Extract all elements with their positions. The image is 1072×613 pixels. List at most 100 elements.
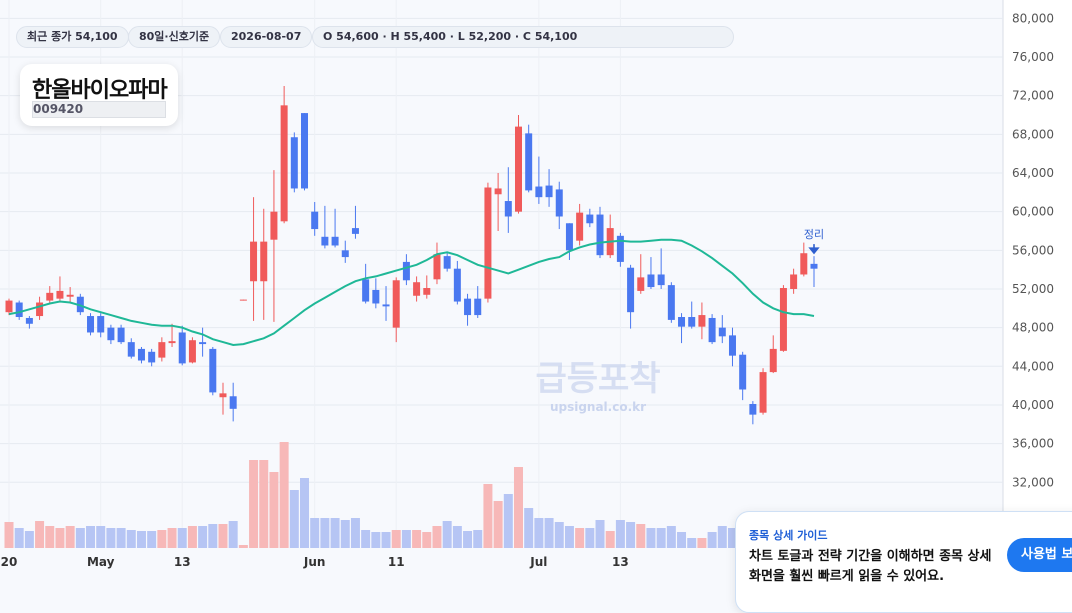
volume-bar <box>575 528 585 548</box>
volume-bar <box>585 528 595 548</box>
candle-body <box>627 267 635 313</box>
candle-body <box>372 289 380 304</box>
candle-body <box>46 292 54 301</box>
volume-bar <box>473 530 483 548</box>
x-tick-label: 20 <box>1 555 18 569</box>
y-tick-label: 44,000 <box>1012 359 1054 373</box>
candle-body <box>800 253 808 275</box>
candle-body <box>586 214 594 224</box>
candle-body <box>127 342 135 357</box>
candle-body <box>514 126 522 212</box>
volume-bar <box>289 490 299 548</box>
candle-body <box>382 304 390 307</box>
candle-body <box>708 317 716 343</box>
volume-bar <box>126 530 136 548</box>
candle-body <box>199 342 207 345</box>
volume-bar <box>24 531 34 548</box>
candle-body <box>148 351 156 363</box>
candle-body <box>168 341 176 344</box>
candle-body <box>728 335 736 356</box>
watermark-url: upsignal.co.kr <box>550 400 646 414</box>
volume-bar <box>259 460 269 548</box>
candle-body <box>688 317 696 327</box>
candle-body <box>66 294 74 297</box>
volume-bar <box>697 538 707 548</box>
volume-bar <box>350 518 360 548</box>
stock-name: 한올바이오파마 <box>32 78 168 103</box>
volume-bar <box>55 528 65 548</box>
date-pill: 2026-08-07 <box>220 26 313 48</box>
volume-bar <box>656 528 666 548</box>
candle-body <box>107 327 115 341</box>
x-tick-label: May <box>87 555 115 569</box>
candle-body <box>810 263 818 269</box>
volume-bar <box>96 526 106 548</box>
candle-body <box>260 241 268 282</box>
volume-bar <box>4 522 14 548</box>
volume-bar <box>249 460 259 548</box>
volume-bar <box>228 521 238 548</box>
volume-bar <box>636 524 646 548</box>
candle-body <box>56 290 64 299</box>
candle-body <box>565 223 573 251</box>
chart: 급등포착 upsignal.co.kr 32,000 36,000 40,000 44… <box>0 0 1054 569</box>
volume-bar <box>626 522 636 548</box>
candle-body <box>178 332 186 364</box>
volume-bar <box>106 528 116 548</box>
volume-bar <box>646 528 656 548</box>
candle-body <box>362 279 370 302</box>
candle-body <box>504 201 512 217</box>
volume-bar <box>371 532 381 548</box>
volume-bar <box>412 530 422 548</box>
volume-bar <box>300 478 310 548</box>
volume-bar <box>147 531 157 548</box>
volume-bar <box>452 526 462 548</box>
candle-body <box>576 212 584 241</box>
volume-bar <box>381 532 391 548</box>
volume-bar <box>666 526 676 548</box>
candle-body <box>678 317 686 327</box>
volume-bar <box>524 508 534 548</box>
watermark-title: 급등포착 <box>535 359 660 399</box>
y-tick-label: 80,000 <box>1012 11 1054 25</box>
candle-body <box>219 393 227 398</box>
period-pill: 80일·신호기준 <box>128 26 221 48</box>
candle-body <box>321 236 329 246</box>
volume-bar <box>493 501 503 548</box>
volume-bar <box>687 538 697 548</box>
candle-body <box>739 354 747 390</box>
candle-body <box>97 316 105 333</box>
volume-bar <box>136 531 146 548</box>
candle-body <box>209 348 217 393</box>
candle-body <box>290 137 298 189</box>
volume-bar <box>238 545 248 548</box>
volume-bar <box>463 531 473 548</box>
candle-body <box>545 185 553 198</box>
guide-line: 차트 토글과 전략 기간을 이해하면 종목 상세 <box>749 549 992 564</box>
x-tick-label: Jul <box>529 555 547 569</box>
guide-button[interactable]: 사용법 보기 <box>1007 538 1072 572</box>
y-tick-label: 40,000 <box>1012 398 1054 412</box>
y-tick-label: 36,000 <box>1012 437 1054 451</box>
annotation: 정리 <box>804 228 824 241</box>
candle-body <box>525 133 533 191</box>
candle-body <box>188 340 196 363</box>
candle-body <box>25 317 33 324</box>
volume-bar <box>432 526 442 548</box>
guide-title: 종목 상세 가이드 <box>749 529 828 542</box>
volume-bar <box>391 530 401 548</box>
volume-bar <box>605 531 615 548</box>
volume-bar <box>340 520 350 548</box>
candle-body <box>718 327 726 337</box>
candle-body <box>270 211 278 240</box>
candle-body <box>15 302 23 318</box>
volume-bar <box>75 528 85 548</box>
volume-bar <box>442 521 452 548</box>
candle-body <box>341 250 349 258</box>
x-tick-label: 11 <box>388 555 405 569</box>
ohlc-pill: O 54,600 · H 55,400 · L 52,200 · C 54,10… <box>312 26 734 48</box>
volume-bar <box>401 530 411 548</box>
stock-card: 한올바이오파마 009420 <box>20 64 178 126</box>
candle-body <box>158 342 166 358</box>
